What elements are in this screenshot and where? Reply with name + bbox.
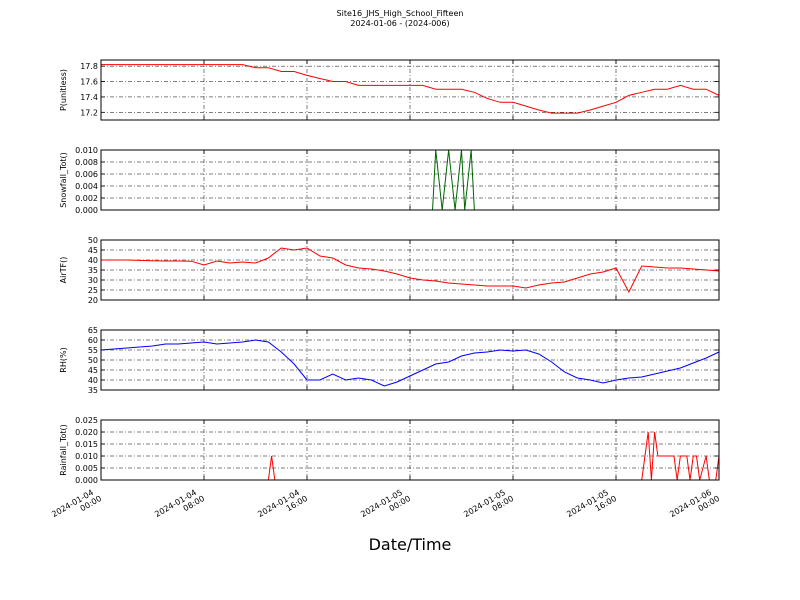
y-axis-label: AirTF() xyxy=(59,257,68,284)
plot-frame xyxy=(100,419,720,481)
y-tick-label: 0.000 xyxy=(75,206,98,215)
x-axis-label: Date/Time xyxy=(369,535,452,554)
x-tick-label: 2024-01-0400:00 xyxy=(50,486,103,527)
data-line xyxy=(101,64,720,114)
x-tick-label: 2024-01-0516:00 xyxy=(565,486,618,527)
y-axis-label: RH(%) xyxy=(59,347,68,372)
y-tick-label: 0.008 xyxy=(75,158,98,167)
y-tick-label: 50 xyxy=(88,356,98,365)
x-tick-label: 2024-01-0600:00 xyxy=(668,486,721,527)
y-axis-label: P(unitless) xyxy=(59,69,68,111)
y-tick-label: 40 xyxy=(88,256,98,265)
y-tick-label: 17.2 xyxy=(80,108,98,117)
y-tick-label: 0.010 xyxy=(75,146,98,155)
y-tick-label: 0.020 xyxy=(75,428,98,437)
y-tick-label: 30 xyxy=(88,276,98,285)
x-tick-label: 2024-01-0508:00 xyxy=(462,486,515,527)
plot-frame xyxy=(100,239,720,301)
y-tick-label: 17.8 xyxy=(80,62,98,71)
y-tick-label: 25 xyxy=(88,286,98,295)
y-tick-label: 0.002 xyxy=(75,194,98,203)
y-tick-label: 45 xyxy=(88,246,98,255)
y-axis-label: Snowfall_Tot() xyxy=(59,152,68,208)
x-tick-label: 2024-01-0416:00 xyxy=(256,486,309,527)
y-tick-label: 40 xyxy=(88,376,98,385)
chart-subtitle: 2024-01-06 - (2024-006) xyxy=(350,19,449,28)
data-line xyxy=(100,339,720,387)
y-tick-label: 65 xyxy=(88,326,98,335)
y-tick-label: 0.000 xyxy=(75,476,98,485)
x-tick-label: 2024-01-0500:00 xyxy=(359,486,412,527)
y-axis-label: Rainfall_Tot() xyxy=(59,424,68,476)
y-tick-label: 60 xyxy=(88,336,98,345)
y-tick-label: 0.025 xyxy=(75,416,98,425)
y-tick-label: 17.4 xyxy=(80,93,98,102)
plot-frame xyxy=(100,329,720,391)
y-tick-label: 20 xyxy=(88,296,98,305)
x-tick-label: 2024-01-0408:00 xyxy=(153,486,206,527)
y-tick-label: 17.6 xyxy=(80,78,98,87)
y-tick-label: 45 xyxy=(88,366,98,375)
y-tick-label: 0.004 xyxy=(75,182,98,191)
y-tick-label: 50 xyxy=(88,236,98,245)
y-tick-label: 35 xyxy=(88,266,98,275)
y-tick-label: 0.015 xyxy=(75,440,98,449)
y-tick-label: 0.005 xyxy=(75,464,98,473)
plot-frame xyxy=(100,59,720,121)
y-tick-label: 35 xyxy=(88,386,98,395)
y-tick-label: 0.006 xyxy=(75,170,98,179)
plot-frame xyxy=(100,149,720,211)
data-line xyxy=(101,247,720,294)
y-tick-label: 55 xyxy=(88,346,98,355)
y-tick-label: 0.010 xyxy=(75,452,98,461)
chart-title: Site16_JHS_High_School_Fifteen xyxy=(337,9,464,18)
